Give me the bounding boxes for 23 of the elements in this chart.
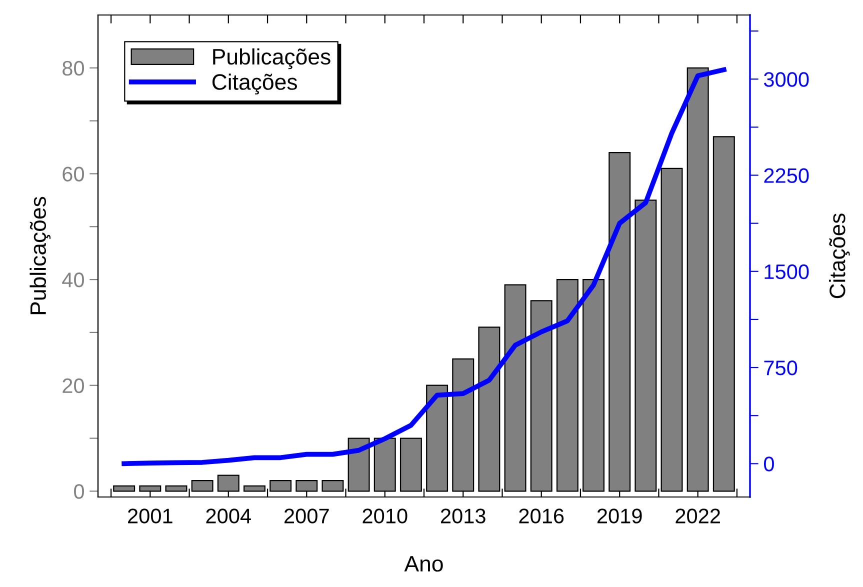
y2-tick-label: 750 (764, 360, 798, 376)
x-tick-label: 2007 (284, 508, 329, 524)
legend-label: Publicações (213, 48, 330, 70)
x-tick-label: 2019 (597, 508, 642, 524)
y-tick-label: 0 (74, 484, 84, 499)
y-tick-label: 60 (62, 166, 84, 182)
y-tick-label: 40 (62, 272, 84, 288)
y2-tick-label: 3000 (764, 72, 809, 87)
x-axis-title: Ano (404, 556, 443, 572)
x-tick-label: 2022 (676, 508, 720, 524)
x-tick-label: 2013 (441, 508, 486, 524)
x-tick-label: 2010 (362, 508, 408, 524)
y2-tick-label: 1500 (764, 264, 809, 280)
y-tick-label: 80 (62, 60, 84, 76)
y2-axis-title: Citações (828, 214, 850, 298)
x-tick-label: 2004 (206, 508, 251, 524)
legend-label: Citações (212, 74, 297, 94)
y2-tick-label: 2250 (764, 168, 809, 183)
x-tick-label: 2001 (128, 508, 172, 524)
y-tick-label: 20 (62, 378, 84, 394)
y-axis-title: Publicações (30, 196, 51, 314)
y2-tick-label: 0 (764, 456, 774, 472)
x-tick-label: 2016 (519, 508, 564, 524)
